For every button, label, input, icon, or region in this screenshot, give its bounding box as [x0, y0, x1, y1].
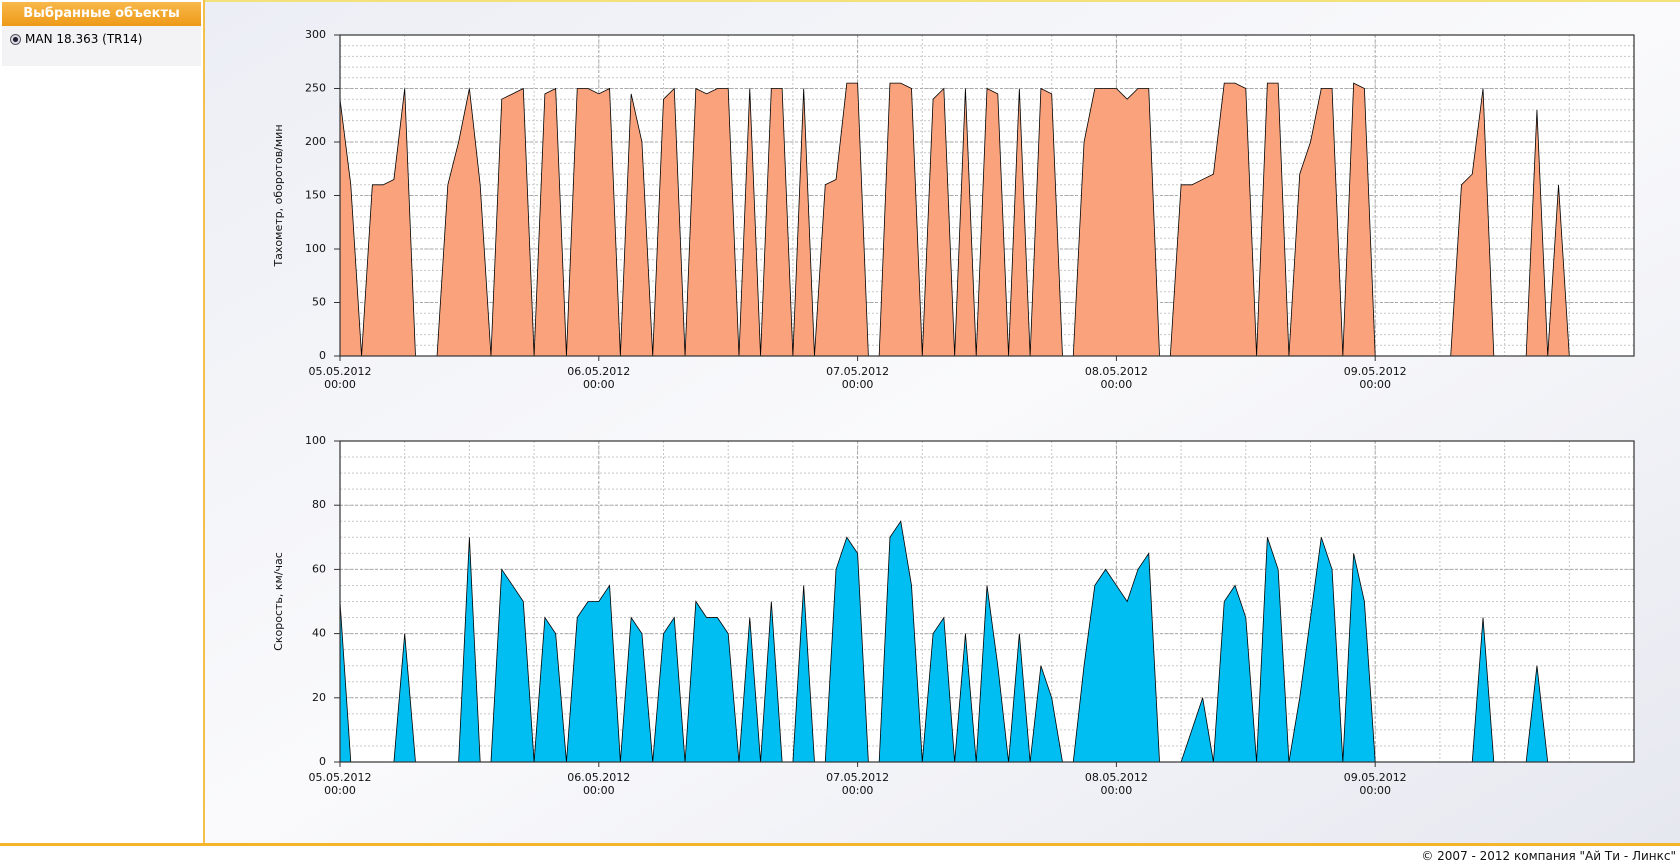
object-label: MAN 18.363 (TR14)	[25, 32, 143, 46]
y-tick-label: 20	[312, 691, 326, 704]
y-tick-label: 300	[305, 28, 326, 41]
plot-frame	[339, 440, 1635, 763]
x-tick-label: 05.05.2012 00:00	[309, 365, 372, 391]
object-item[interactable]: MAN 18.363 (TR14)	[2, 32, 201, 46]
x-tick-label: 09.05.2012 00:00	[1344, 771, 1407, 797]
x-tick-label: 06.05.2012 00:00	[567, 771, 630, 797]
y-tick-label: 200	[305, 135, 326, 148]
x-tick-label: 07.05.2012 00:00	[826, 771, 889, 797]
y-tick-label: 50	[312, 296, 326, 309]
footer-line	[0, 843, 1680, 846]
y-axis-label: Тахометр, оборотов/мин	[272, 124, 285, 267]
y-tick-label: 250	[305, 82, 326, 95]
y-tick-label: 80	[312, 498, 326, 511]
sidebar-title: Выбранные объекты	[2, 2, 201, 26]
y-tick-label: 0	[319, 349, 326, 362]
x-tick-label: 07.05.2012 00:00	[826, 365, 889, 391]
x-tick-label: 08.05.2012 00:00	[1085, 771, 1148, 797]
footer: © 2007 - 2012 компания "Ай Ти - Линкс"	[1421, 849, 1676, 863]
y-tick-label: 150	[305, 189, 326, 202]
top-line	[205, 0, 1680, 2]
y-tick-label: 100	[305, 242, 326, 255]
object-list: MAN 18.363 (TR14)	[2, 26, 201, 66]
y-tick-label: 0	[319, 755, 326, 768]
radio[interactable]	[10, 33, 21, 45]
x-tick-label: 05.05.2012 00:00	[309, 771, 372, 797]
y-tick-label: 40	[312, 627, 326, 640]
plot-frame	[339, 34, 1635, 357]
y-tick-label: 100	[305, 434, 326, 447]
sidebar: Выбранные объекты MAN 18.363 (TR14)	[0, 0, 205, 843]
y-tick-label: 60	[312, 562, 326, 575]
y-axis-label: Скорость, км/час	[272, 552, 285, 651]
x-tick-label: 09.05.2012 00:00	[1344, 365, 1407, 391]
x-tick-label: 08.05.2012 00:00	[1085, 365, 1148, 391]
x-tick-label: 06.05.2012 00:00	[567, 365, 630, 391]
